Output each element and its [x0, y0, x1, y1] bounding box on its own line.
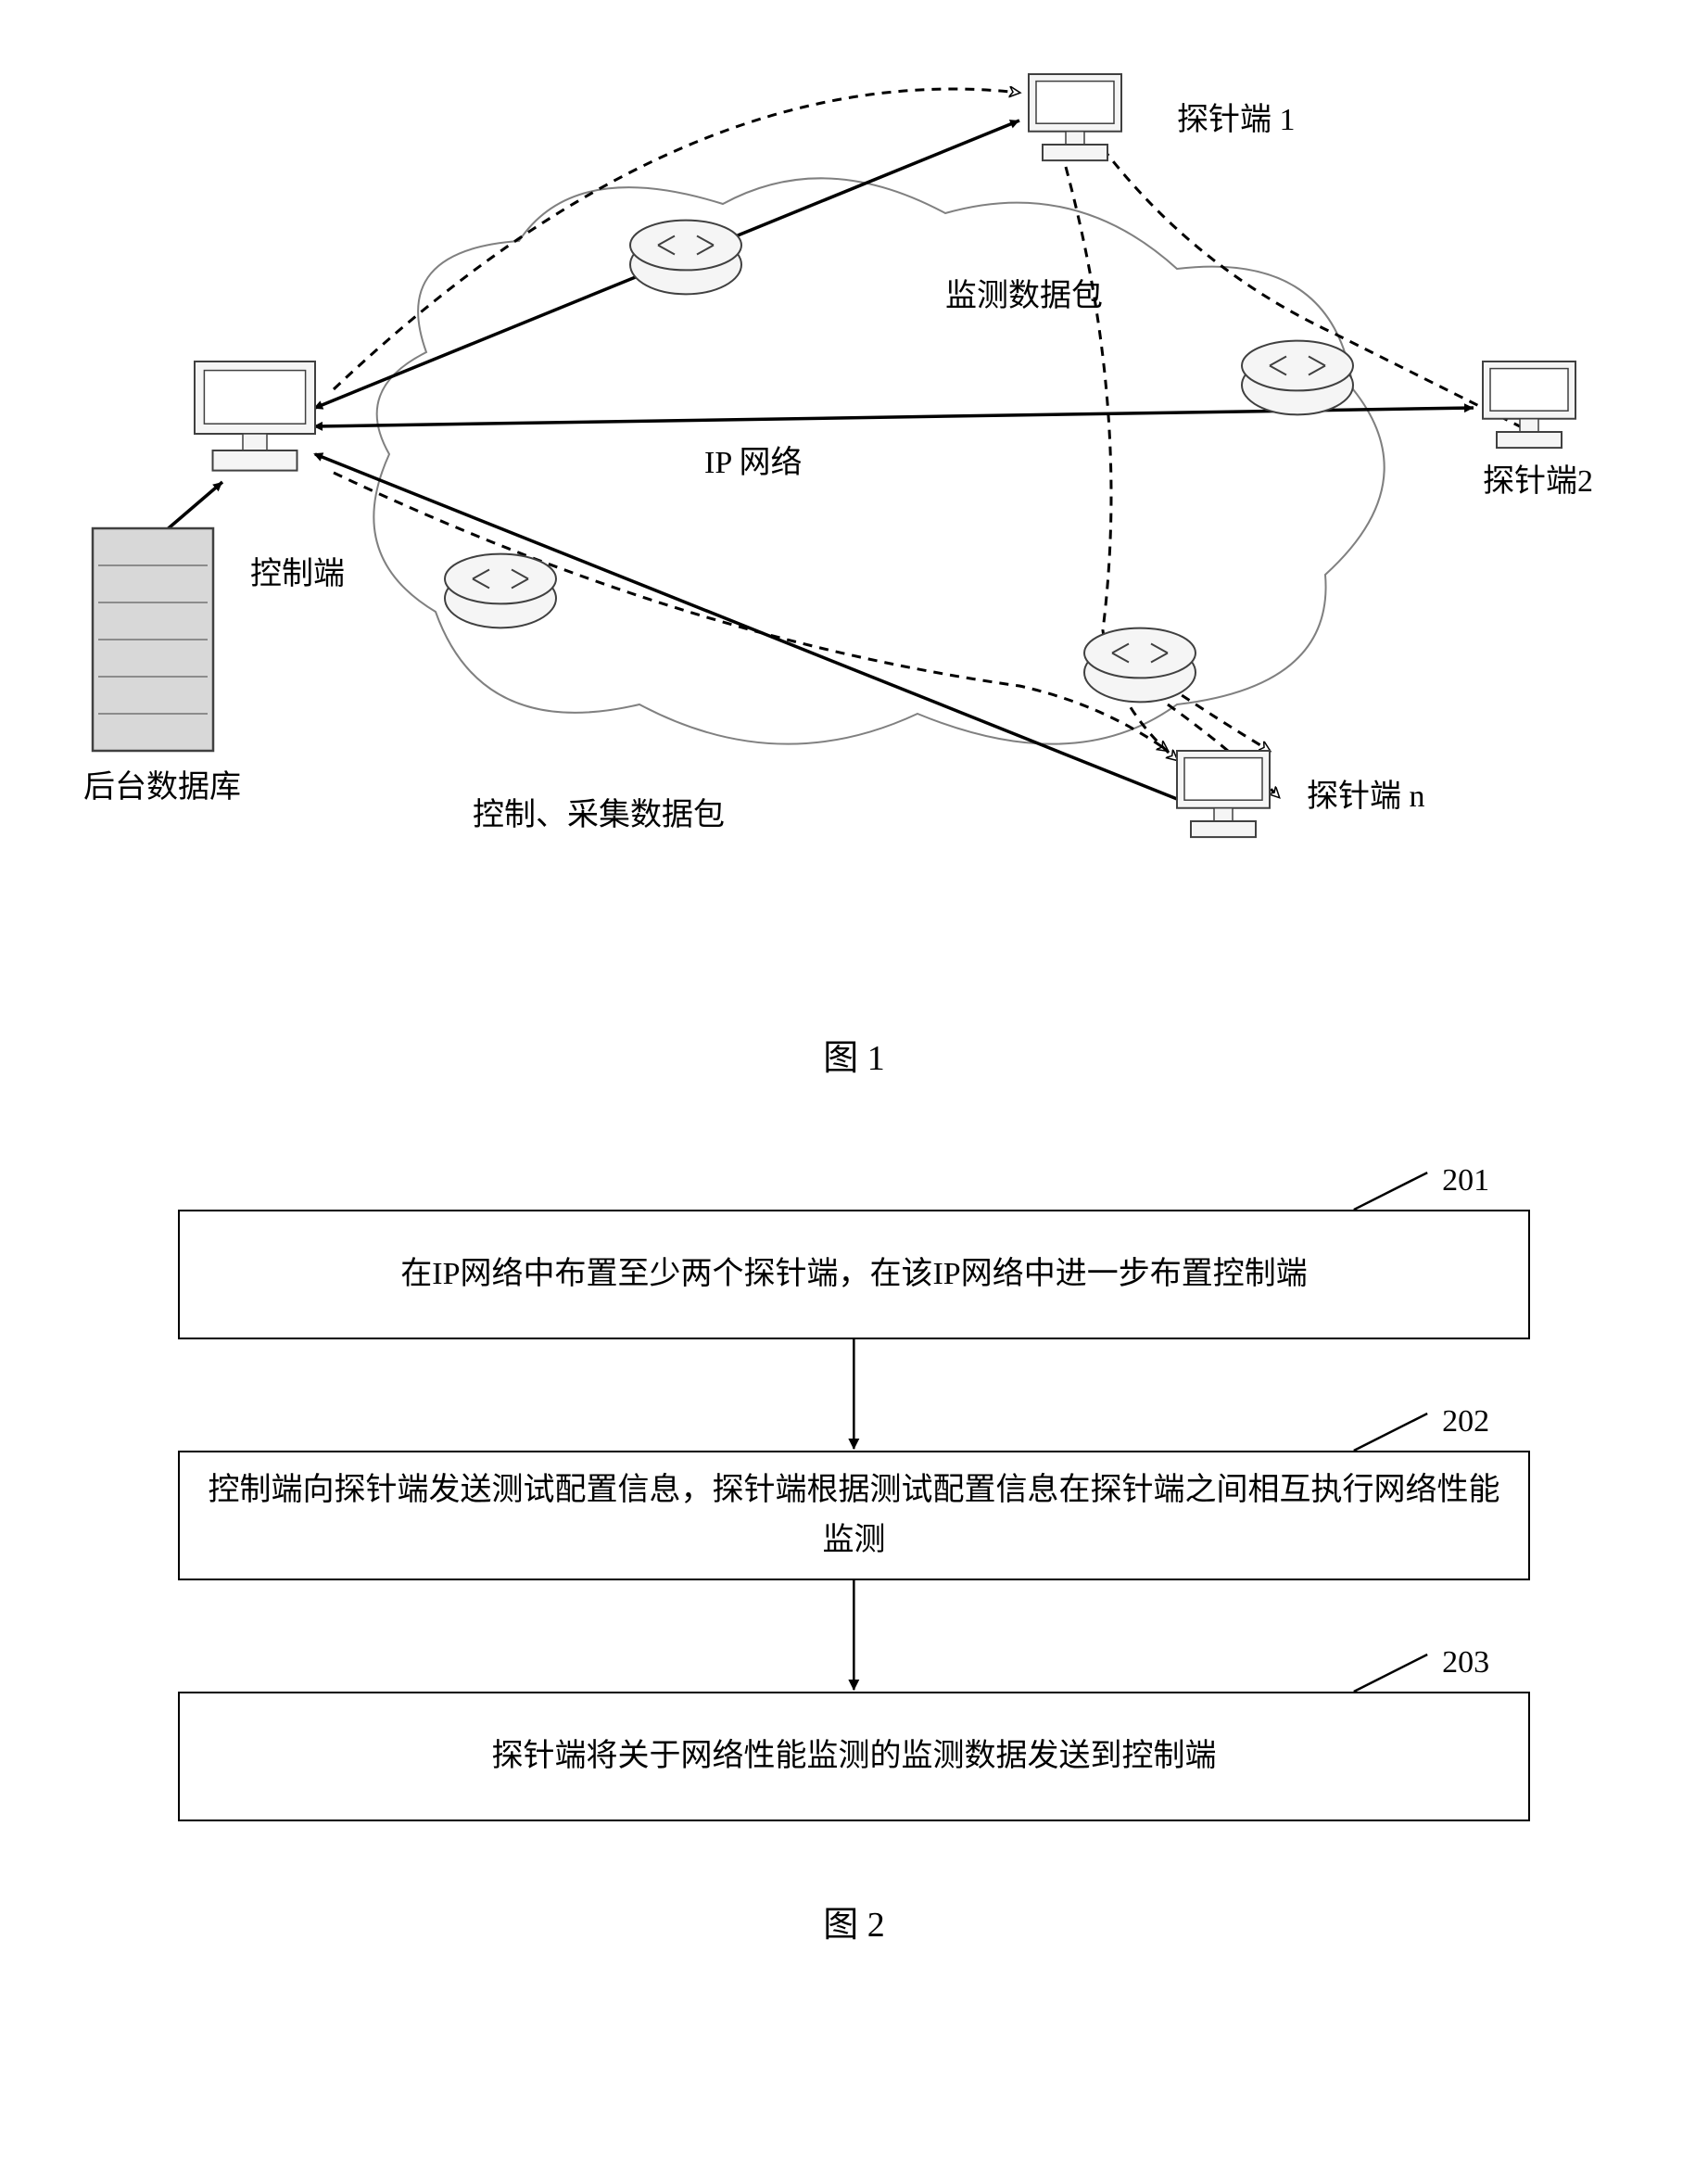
step-number-202: 202 [1442, 1404, 1489, 1439]
backend_db-label: 后台数据库 [83, 769, 241, 805]
figure-2-flowchart: 在IP网络中布置至少两个探针端，在该IP网络中进一步布置控制端 201 控制端向探针… [119, 1154, 1589, 1877]
fig1-canvas: 探针端 1 探针端2 探针端 n 监测数据包 IP 网络控制端后台数据库控制、采集数据包 [37, 37, 1671, 1010]
flowchart-step-202: 控制端向探针端发送测试配置信息，探针端根据测试配置信息在探针端之间相互执行网络性… [178, 1451, 1531, 1580]
step-text: 在IP网络中布置至少两个探针端，在该IP网络中进一步布置控制端 [400, 1249, 1307, 1300]
figure-1-caption: 图 1 [37, 1029, 1671, 1080]
monitor_packet-label: 监测数据包 [945, 278, 1103, 313]
flowchart-step-203: 探针端将关于网络性能监测的监测数据发送到控制端 [178, 1692, 1531, 1821]
probe2-label: 探针端2 [1483, 463, 1593, 499]
step-number-201: 201 [1442, 1163, 1489, 1198]
ip_network-label: IP 网络 [704, 445, 802, 480]
step-number-203: 203 [1442, 1645, 1489, 1680]
proben-label: 探针端 n [1307, 779, 1425, 814]
control_collect-label: 控制、采集数据包 [473, 797, 725, 832]
step-text: 控制端向探针端发送测试配置信息，探针端根据测试配置信息在探针端之间相互执行网络性… [208, 1465, 1501, 1566]
probe1-label: 探针端 1 [1177, 102, 1296, 137]
figure-1-network-diagram: 探针端 1 探针端2 探针端 n 监测数据包 IP 网络控制端后台数据库控制、采集数据包 [37, 37, 1671, 1010]
figure-2-caption: 图 2 [37, 1896, 1671, 1946]
step-text: 探针端将关于网络性能监测的监测数据发送到控制端 [491, 1731, 1216, 1782]
flowchart-step-201: 在IP网络中布置至少两个探针端，在该IP网络中进一步布置控制端 [178, 1210, 1531, 1339]
control_end-label: 控制端 [250, 556, 345, 591]
